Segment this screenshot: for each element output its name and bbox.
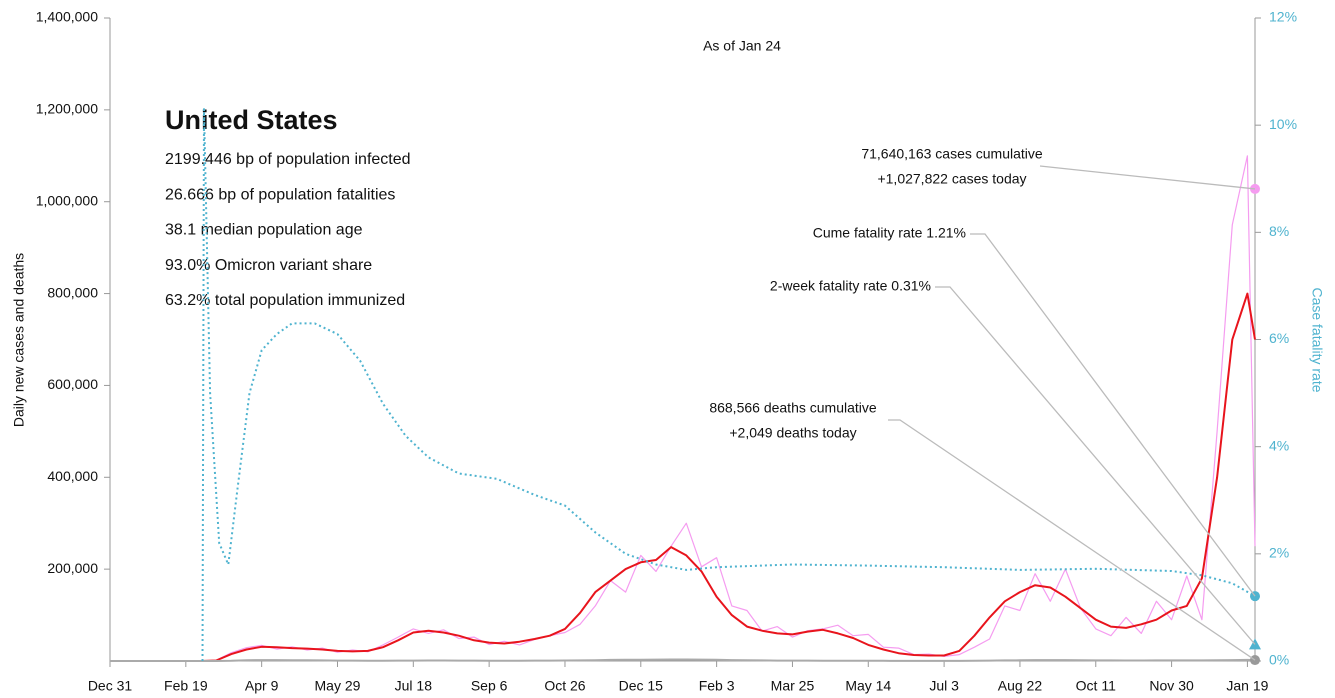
x-tick-label: Oct 26 — [544, 678, 585, 694]
y2-tick-label: 6% — [1269, 330, 1289, 346]
annotation: +1,027,822 cases today — [877, 171, 1026, 187]
leader-line — [1039, 165, 1256, 190]
info-line: 26.666 bp of population fatalities — [165, 186, 395, 203]
x-tick-label: Jan 19 — [1226, 678, 1268, 694]
y2-tick-label: 2% — [1269, 545, 1289, 561]
x-tick-label: Sep 6 — [471, 678, 508, 694]
series-line — [110, 658, 1256, 662]
x-tick-label: Mar 25 — [771, 678, 815, 694]
annotation: Cume fatality rate 1.21% — [813, 225, 966, 241]
y2-tick-label: 8% — [1269, 223, 1289, 239]
chart-subtitle: As of Jan 24 — [703, 38, 781, 54]
y2-tick-label: 0% — [1269, 652, 1289, 668]
y2-tick-label: 4% — [1269, 437, 1289, 453]
leader-line — [970, 233, 1256, 597]
info-line: 2199.446 bp of population infected — [165, 151, 411, 168]
x-tick-label: Feb 3 — [699, 678, 735, 694]
annotation: 71,640,163 cases cumulative — [861, 146, 1043, 162]
y2-tick-label: 12% — [1269, 9, 1297, 25]
y-tick-label: 1,000,000 — [36, 192, 98, 208]
x-tick-label: Dec 31 — [88, 678, 133, 694]
x-tick-label: Aug 22 — [998, 678, 1043, 694]
info-title: United States — [165, 105, 338, 135]
y-tick-label: 600,000 — [47, 376, 98, 392]
leader-line — [935, 286, 1256, 645]
y2-tick-label: 10% — [1269, 116, 1297, 132]
y2-axis-label: Case fatality rate — [1309, 287, 1325, 392]
series-line — [110, 292, 1256, 662]
y-tick-label: 800,000 — [47, 284, 98, 300]
x-tick-label: May 14 — [845, 678, 891, 694]
y-tick-label: 1,400,000 — [36, 9, 98, 25]
info-line: 93.0% Omicron variant share — [165, 257, 372, 274]
x-tick-label: Nov 30 — [1149, 678, 1194, 694]
x-tick-label: Jul 18 — [395, 678, 433, 694]
y-tick-label: 1,200,000 — [36, 101, 98, 117]
x-tick-label: May 29 — [315, 678, 361, 694]
info-line: 63.2% total population immunized — [165, 292, 405, 309]
y-tick-label: 200,000 — [47, 560, 98, 576]
y-tick-label: 400,000 — [47, 468, 98, 484]
info-line: 38.1 median population age — [165, 222, 363, 239]
x-tick-label: Oct 11 — [1076, 678, 1116, 694]
x-tick-label: Dec 15 — [619, 678, 664, 694]
x-tick-label: Apr 9 — [245, 678, 279, 694]
annotation: 868,566 deaths cumulative — [709, 400, 877, 416]
annotation: +2,049 deaths today — [729, 425, 856, 441]
annotation: 2-week fatality rate 0.31% — [770, 278, 931, 294]
leader-line — [888, 419, 1256, 661]
y-axis-label: Daily new cases and deaths — [11, 253, 27, 427]
x-tick-label: Feb 19 — [164, 678, 208, 694]
x-tick-label: Jul 3 — [929, 678, 959, 694]
